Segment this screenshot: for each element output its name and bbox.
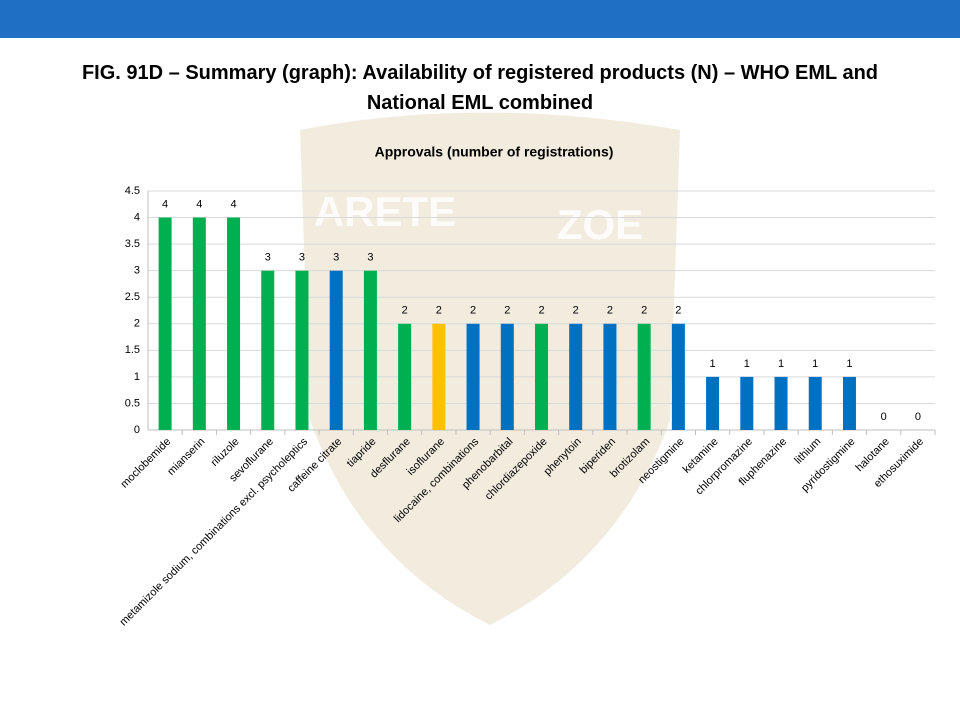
y-tick-label: 3.5: [125, 238, 140, 250]
data-label: 1: [710, 358, 716, 370]
bar: [192, 217, 206, 430]
data-label: 1: [778, 358, 784, 370]
y-tick-label: 1.5: [125, 344, 140, 356]
data-label: 0: [915, 411, 921, 423]
bar: [637, 323, 651, 430]
bar: [329, 270, 343, 430]
header-bar: [0, 0, 960, 38]
bar: [466, 323, 480, 430]
data-label: 0: [881, 411, 887, 423]
y-tick-label: 4: [134, 211, 140, 223]
data-label: 1: [812, 358, 818, 370]
data-label: 3: [367, 252, 373, 264]
data-label: 1: [846, 358, 852, 370]
bar: [363, 270, 377, 430]
y-tick-label: 1: [134, 371, 140, 383]
y-tick-label: 3: [134, 265, 140, 277]
x-tick-label: mianserin: [165, 436, 207, 478]
data-label: 2: [504, 305, 510, 317]
data-label: 2: [675, 305, 681, 317]
y-tick-label: 4.5: [125, 185, 140, 197]
bar: [569, 323, 583, 430]
bar: [706, 376, 720, 430]
data-label: 1: [744, 358, 750, 370]
data-label: 3: [333, 252, 339, 264]
bar: [295, 270, 309, 430]
data-label: 2: [573, 305, 579, 317]
bar: [158, 217, 172, 430]
x-tick-label: riluzole: [209, 436, 242, 469]
bar: [227, 217, 241, 430]
data-label: 4: [230, 198, 236, 210]
watermark-text: ZOE: [557, 201, 643, 248]
bar: [603, 323, 617, 430]
data-label: 4: [162, 198, 168, 210]
bar: [740, 376, 754, 430]
data-label: 2: [607, 305, 613, 317]
bar: [808, 376, 822, 430]
y-tick-label: 0.5: [125, 397, 140, 409]
data-label: 4: [196, 198, 202, 210]
data-label: 2: [436, 305, 442, 317]
data-label: 2: [538, 305, 544, 317]
y-tick-label: 0: [134, 424, 140, 436]
bar: [398, 323, 412, 430]
bar: [432, 323, 446, 430]
y-tick-label: 2.5: [125, 291, 140, 303]
data-label: 2: [402, 305, 408, 317]
bar: [842, 376, 856, 430]
watermark-text: ARETE: [314, 188, 456, 235]
x-tick-label: moclobemide: [119, 436, 174, 491]
data-label: 3: [299, 252, 305, 264]
watermark-shield: [300, 112, 680, 625]
data-label: 3: [265, 252, 271, 264]
page-title: FIG. 91D – Summary (graph): Availability…: [81, 62, 879, 114]
data-label: 2: [470, 305, 476, 317]
chart-title: Approvals (number of registrations): [375, 144, 614, 160]
bar: [671, 323, 685, 430]
bar: [774, 376, 788, 430]
bar: [500, 323, 514, 430]
bar: [261, 270, 275, 430]
data-label: 2: [641, 305, 647, 317]
x-tick-label: lithium: [792, 436, 823, 467]
y-tick-label: 2: [134, 318, 140, 330]
bar: [534, 323, 549, 430]
